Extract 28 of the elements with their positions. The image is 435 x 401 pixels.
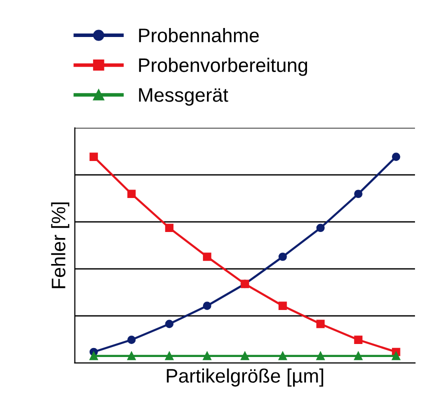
point — [202, 352, 212, 360]
legend-label: Probenvorbereitung — [139, 58, 308, 76]
point — [165, 320, 174, 328]
x-axis-title: Partikelgröße [µm] — [166, 368, 324, 387]
legend-label: Probennahme — [139, 28, 259, 42]
point — [278, 352, 287, 360]
legend-label: Messgerät — [139, 88, 228, 106]
point — [90, 352, 98, 360]
point — [316, 320, 325, 328]
point — [278, 302, 287, 310]
point — [240, 352, 250, 360]
point — [354, 352, 362, 360]
point — [354, 190, 362, 198]
point — [127, 352, 136, 360]
point — [165, 224, 174, 232]
point — [202, 252, 212, 261]
point — [278, 252, 287, 261]
point — [127, 190, 136, 198]
point — [90, 152, 98, 161]
y-axis-title: Fehler [%] — [51, 202, 70, 288]
point — [127, 336, 136, 344]
point — [316, 352, 325, 360]
point — [354, 336, 362, 344]
point — [392, 152, 400, 161]
point — [316, 224, 325, 232]
point — [165, 352, 174, 360]
point — [202, 302, 212, 310]
point — [392, 352, 400, 360]
